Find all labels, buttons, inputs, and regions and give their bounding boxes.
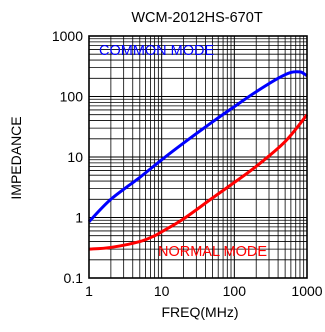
y-axis-label: IMPEDANCE xyxy=(8,116,24,199)
y-tick-labels: 1000 100 10 1 0.1 xyxy=(52,28,83,286)
x-tick-label: 100 xyxy=(223,283,247,299)
x-tick-label: 10 xyxy=(154,283,170,299)
normal-mode-line xyxy=(88,113,309,251)
chart-title: WCM-2012HS-670T xyxy=(131,10,262,26)
common-mode-label: COMMON MODE xyxy=(99,43,215,59)
x-tick-label: 1000 xyxy=(291,283,322,299)
common-mode-line xyxy=(87,70,308,223)
normal-mode-label: NORMAL MODE xyxy=(158,244,267,260)
x-tick-labels: 1 10 100 1000 xyxy=(85,283,323,299)
plot-frame xyxy=(88,35,308,279)
y-tick-label: 10 xyxy=(67,149,83,165)
x-tick-label: 1 xyxy=(85,283,93,299)
y-tick-label: 1000 xyxy=(52,28,83,44)
y-tick-label: 0.1 xyxy=(64,270,84,286)
x-axis-label: FREQ(MHz) xyxy=(162,304,239,320)
chart-series xyxy=(87,70,309,251)
y-tick-label: 1 xyxy=(75,210,83,226)
y-tick-label: 100 xyxy=(60,89,84,105)
chart-grid xyxy=(88,36,307,279)
